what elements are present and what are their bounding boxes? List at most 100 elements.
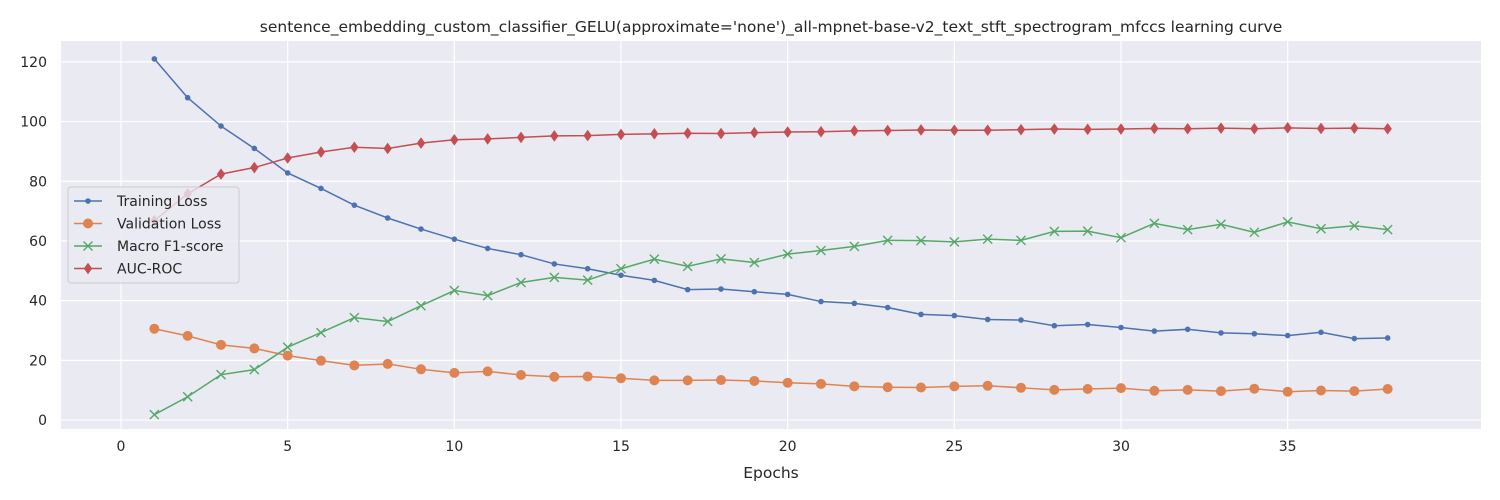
- data-point: [716, 375, 726, 386]
- data-point: [383, 142, 392, 155]
- data-point: [551, 261, 558, 267]
- data-point: [1150, 122, 1159, 135]
- data-point: [1384, 335, 1391, 341]
- data-point: [449, 285, 460, 296]
- data-point: [849, 241, 860, 252]
- data-point: [151, 56, 158, 62]
- data-point: [449, 367, 460, 378]
- data-point: [1116, 232, 1126, 243]
- data-point: [918, 311, 924, 318]
- y-tick-label: 60: [29, 234, 47, 250]
- x-tick-label: 15: [612, 439, 630, 455]
- data-point: [649, 254, 660, 265]
- y-tick-labels: 0 20 40 60 80 100 120: [20, 55, 47, 429]
- data-point: [616, 373, 626, 384]
- data-point: [482, 290, 493, 301]
- data-point: [951, 312, 958, 319]
- data-point: [1216, 219, 1226, 230]
- data-point: [1083, 123, 1092, 136]
- x-tick-label: 10: [445, 439, 463, 455]
- data-point: [216, 339, 226, 350]
- legend-marker: [85, 198, 91, 204]
- data-point: [316, 327, 326, 338]
- data-point: [1082, 226, 1093, 237]
- data-point: [784, 291, 791, 298]
- data-point: [284, 170, 291, 176]
- data-point: [850, 125, 859, 137]
- data-point: [484, 245, 491, 252]
- data-point: [751, 288, 758, 295]
- y-tick-label: 80: [29, 174, 47, 190]
- data-point: [1049, 226, 1060, 237]
- data-point: [749, 375, 760, 386]
- data-point: [783, 126, 792, 138]
- data-point: [516, 369, 526, 380]
- data-point: [1216, 386, 1226, 397]
- data-point: [618, 272, 624, 279]
- data-point: [550, 130, 559, 142]
- data-point: [682, 261, 693, 272]
- data-point: [1350, 122, 1359, 134]
- data-point: [216, 168, 226, 180]
- legend-marker: [83, 241, 93, 251]
- x-tick-labels: 0 5 10 15 20 25 30 35: [117, 439, 1297, 455]
- data-point: [684, 286, 691, 293]
- data-point: [249, 364, 260, 375]
- x-tick-label: 25: [945, 439, 963, 455]
- x-tick-label: 30: [1112, 439, 1130, 455]
- data-point: [782, 249, 793, 260]
- data-point: [982, 380, 993, 391]
- data-point: [582, 371, 593, 382]
- data-point: [416, 137, 426, 149]
- data-point: [1151, 328, 1158, 334]
- data-point: [1084, 321, 1091, 328]
- data-point: [616, 263, 626, 274]
- data-point: [1284, 332, 1291, 339]
- data-point: [1282, 216, 1293, 227]
- data-point: [349, 360, 360, 371]
- data-point: [250, 161, 259, 174]
- data-point: [249, 343, 260, 354]
- data-point: [1184, 326, 1191, 333]
- data-point: [416, 364, 426, 375]
- y-tick-label: 20: [29, 353, 47, 369]
- series-validation-loss: [149, 323, 1393, 397]
- series-layer: [149, 56, 1393, 420]
- data-point: [218, 123, 224, 129]
- data-point: [1249, 227, 1260, 238]
- data-point: [1382, 224, 1393, 235]
- data-point: [184, 94, 191, 101]
- data-point: [518, 251, 524, 258]
- data-point: [1149, 218, 1160, 229]
- data-point: [1250, 122, 1259, 135]
- data-point: [816, 125, 826, 138]
- legend: Training Loss Validation Loss Macro F1-sco…: [67, 186, 240, 284]
- data-point: [149, 409, 160, 420]
- series-macro-f1-score: [149, 216, 1393, 420]
- data-point: [916, 124, 926, 136]
- data-point: [450, 133, 459, 146]
- data-point: [1051, 322, 1058, 329]
- data-point: [282, 350, 293, 361]
- data-point: [916, 382, 926, 393]
- data-point: [883, 124, 892, 137]
- data-point: [282, 342, 293, 353]
- data-point: [716, 253, 726, 264]
- data-point: [750, 126, 759, 139]
- data-point: [384, 215, 391, 221]
- legend-label: Training Loss: [116, 194, 207, 210]
- data-point: [982, 234, 993, 245]
- data-point: [749, 257, 760, 268]
- data-point: [816, 245, 826, 256]
- data-point: [418, 226, 424, 232]
- data-point: [382, 358, 393, 369]
- data-point: [582, 275, 593, 286]
- data-point: [516, 277, 526, 288]
- data-point: [182, 330, 193, 341]
- data-point: [716, 127, 726, 140]
- series-auc-roc: [150, 122, 1392, 227]
- data-point: [1316, 122, 1326, 135]
- data-point: [884, 304, 891, 311]
- data-point: [1018, 317, 1024, 323]
